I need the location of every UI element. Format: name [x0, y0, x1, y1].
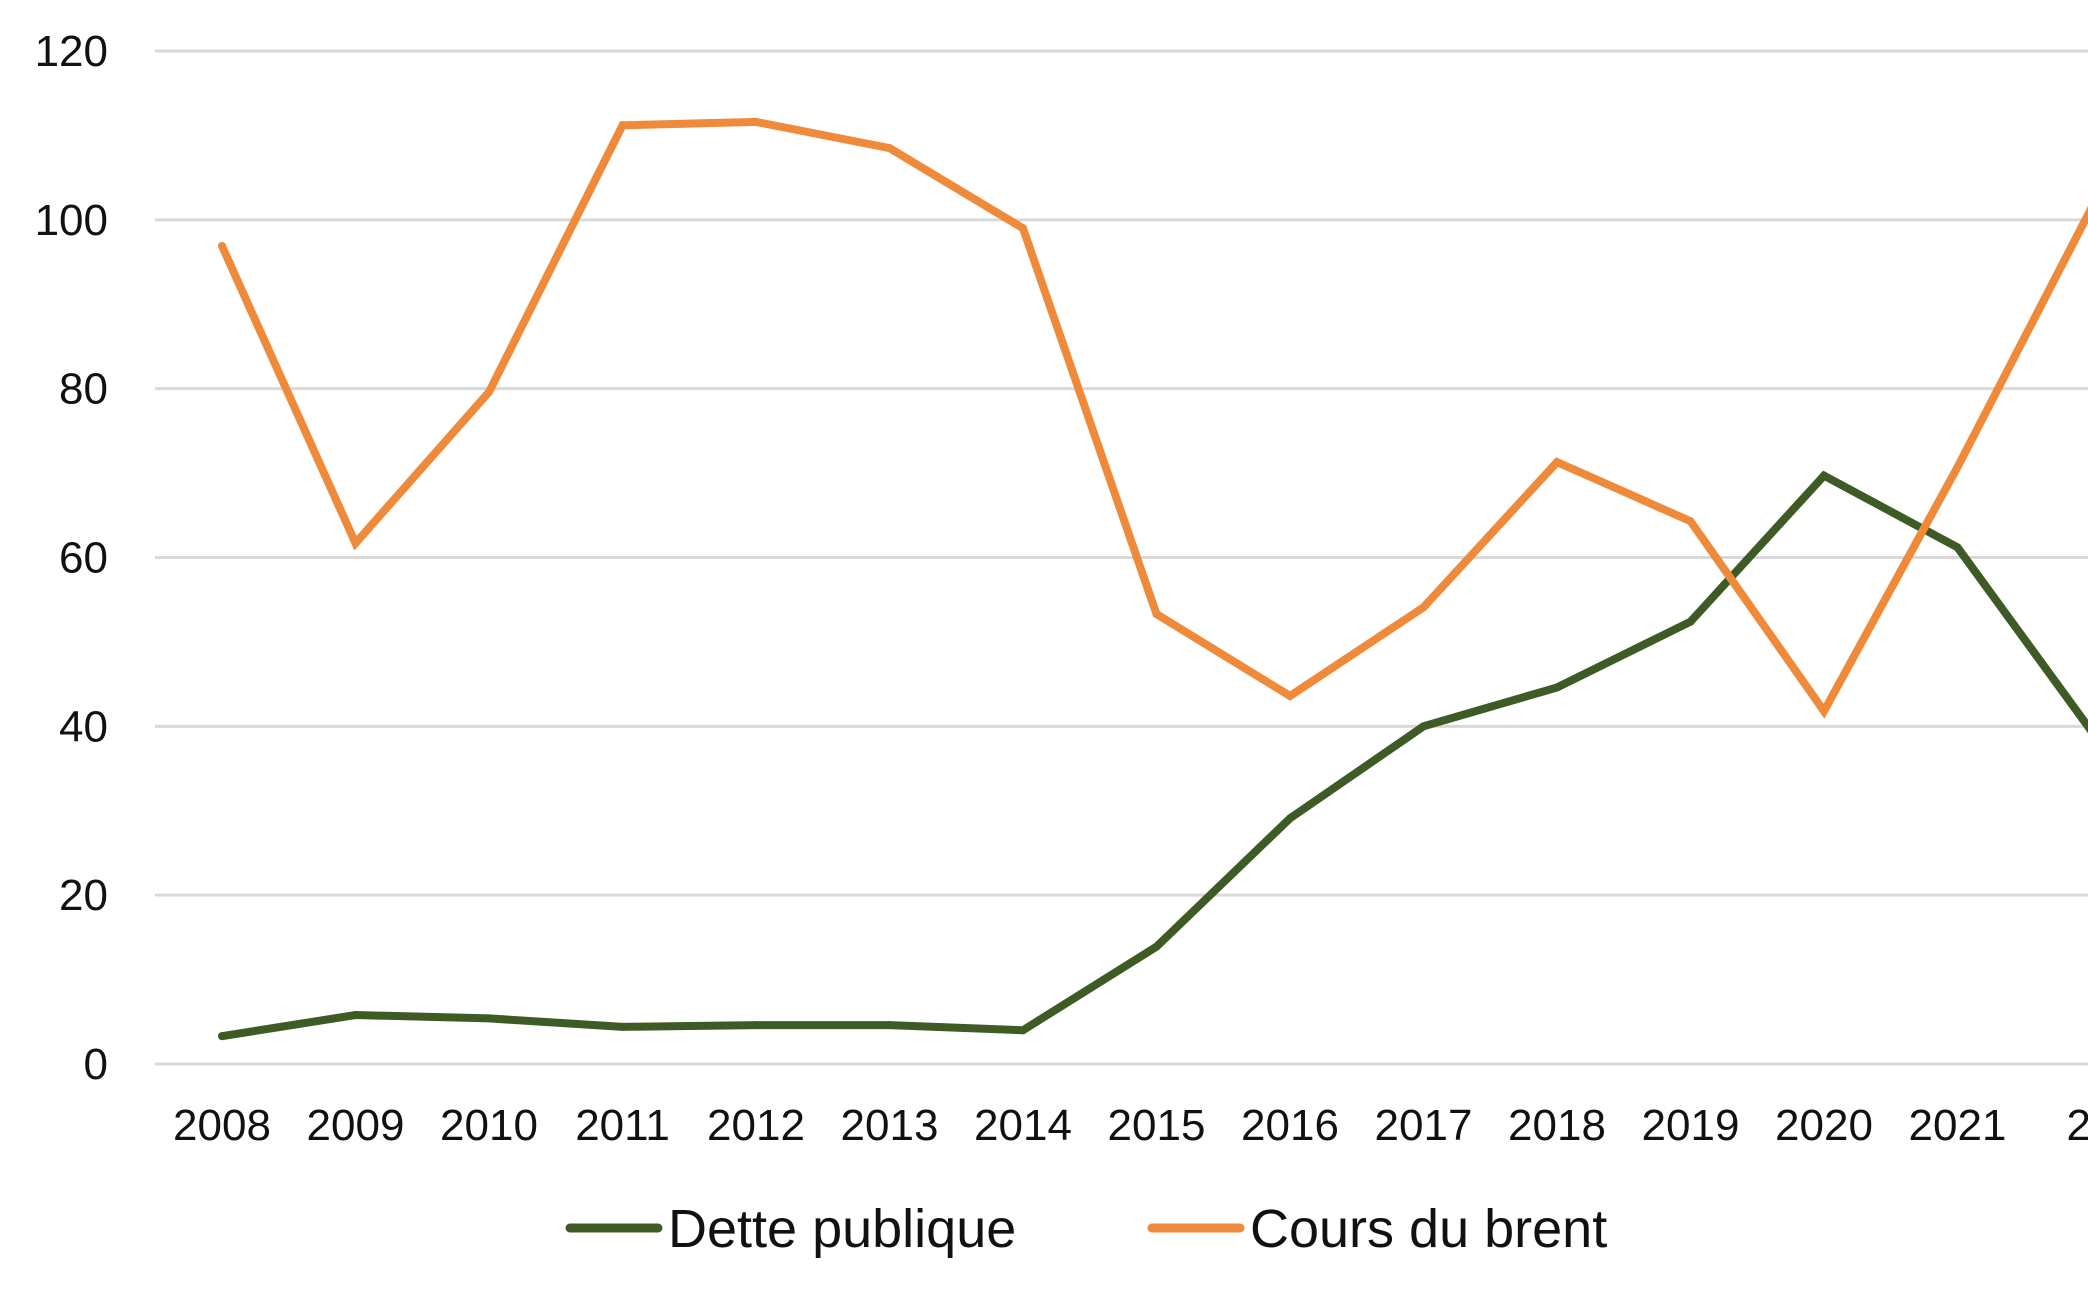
legend-label: Dette publique [668, 1199, 1016, 1259]
x-tick-label: 2011 [575, 1101, 670, 1150]
x-tick-label: 2010 [440, 1101, 538, 1150]
data-point [618, 121, 627, 130]
data-point [1019, 224, 1027, 233]
data-point [1152, 942, 1161, 951]
legend-label: Cours du brent [1250, 1199, 1607, 1259]
data-point [885, 1021, 894, 1030]
data-point [1686, 617, 1695, 626]
data-point [1286, 691, 1294, 700]
data-point [752, 1021, 760, 1030]
data-point [1553, 458, 1561, 467]
legend-item-dette-publique: Dette publique [565, 1199, 1016, 1259]
data-point [752, 117, 760, 126]
data-point [1553, 683, 1561, 692]
x-axis-tick-labels: 2008 2009 2010 2011 2012 2013 2014 2015 2016 2017… [173, 1101, 2088, 1150]
data-point [1152, 610, 1161, 619]
x-tick-label: 20 [2067, 1101, 2088, 1150]
data-point [1953, 543, 1962, 552]
x-tick-label: 2015 [1108, 1101, 1206, 1150]
data-point [1419, 603, 1428, 612]
data-point [1686, 517, 1695, 526]
series-line-dette-publique [218, 470, 2088, 1041]
data-point [618, 1022, 627, 1031]
x-tick-label: 2017 [1375, 1101, 1473, 1150]
y-tick-label: 20 [59, 871, 108, 920]
data-point [1419, 722, 1428, 731]
data-point [1820, 471, 1828, 480]
y-tick-label: 80 [59, 365, 108, 414]
series-lines [218, 117, 2088, 1041]
data-point [351, 539, 360, 548]
legend-item-cours-du-brent: Cours du brent [1147, 1199, 1607, 1259]
data-point [1820, 707, 1828, 716]
x-tick-label: 2019 [1642, 1101, 1740, 1150]
x-tick-label: 2009 [307, 1101, 405, 1150]
gridlines [155, 49, 2088, 1066]
data-point [218, 242, 226, 251]
x-tick-label: 2018 [1508, 1101, 1606, 1150]
series-line-cours-du-brent [218, 117, 2088, 719]
data-point [1286, 814, 1294, 823]
y-tick-label: 0 [84, 1040, 108, 1089]
data-point [218, 1032, 226, 1041]
x-tick-label: 2016 [1241, 1101, 1339, 1150]
series-dette-publique [218, 470, 2088, 1041]
y-axis-tick-labels: 0 20 40 60 80 100 120 [35, 27, 108, 1089]
x-tick-label: 2012 [707, 1101, 805, 1150]
x-tick-label: 2013 [841, 1101, 939, 1150]
data-point [885, 144, 894, 153]
x-tick-label: 2014 [974, 1101, 1072, 1150]
x-tick-label: 2008 [173, 1101, 271, 1150]
data-point [1953, 463, 1962, 472]
data-point [485, 1014, 493, 1023]
data-point [1019, 1026, 1027, 1035]
data-point [485, 388, 493, 397]
legend: Dette publique Cours du brent [565, 1199, 1607, 1259]
series-cours-du-brent [218, 117, 2088, 719]
x-tick-label: 2020 [1775, 1101, 1873, 1150]
data-point [351, 1011, 360, 1020]
y-tick-label: 120 [35, 27, 108, 76]
x-tick-label: 2021 [1909, 1101, 2007, 1150]
y-tick-label: 60 [59, 534, 108, 583]
y-tick-label: 40 [59, 702, 108, 751]
y-tick-label: 100 [35, 196, 108, 245]
